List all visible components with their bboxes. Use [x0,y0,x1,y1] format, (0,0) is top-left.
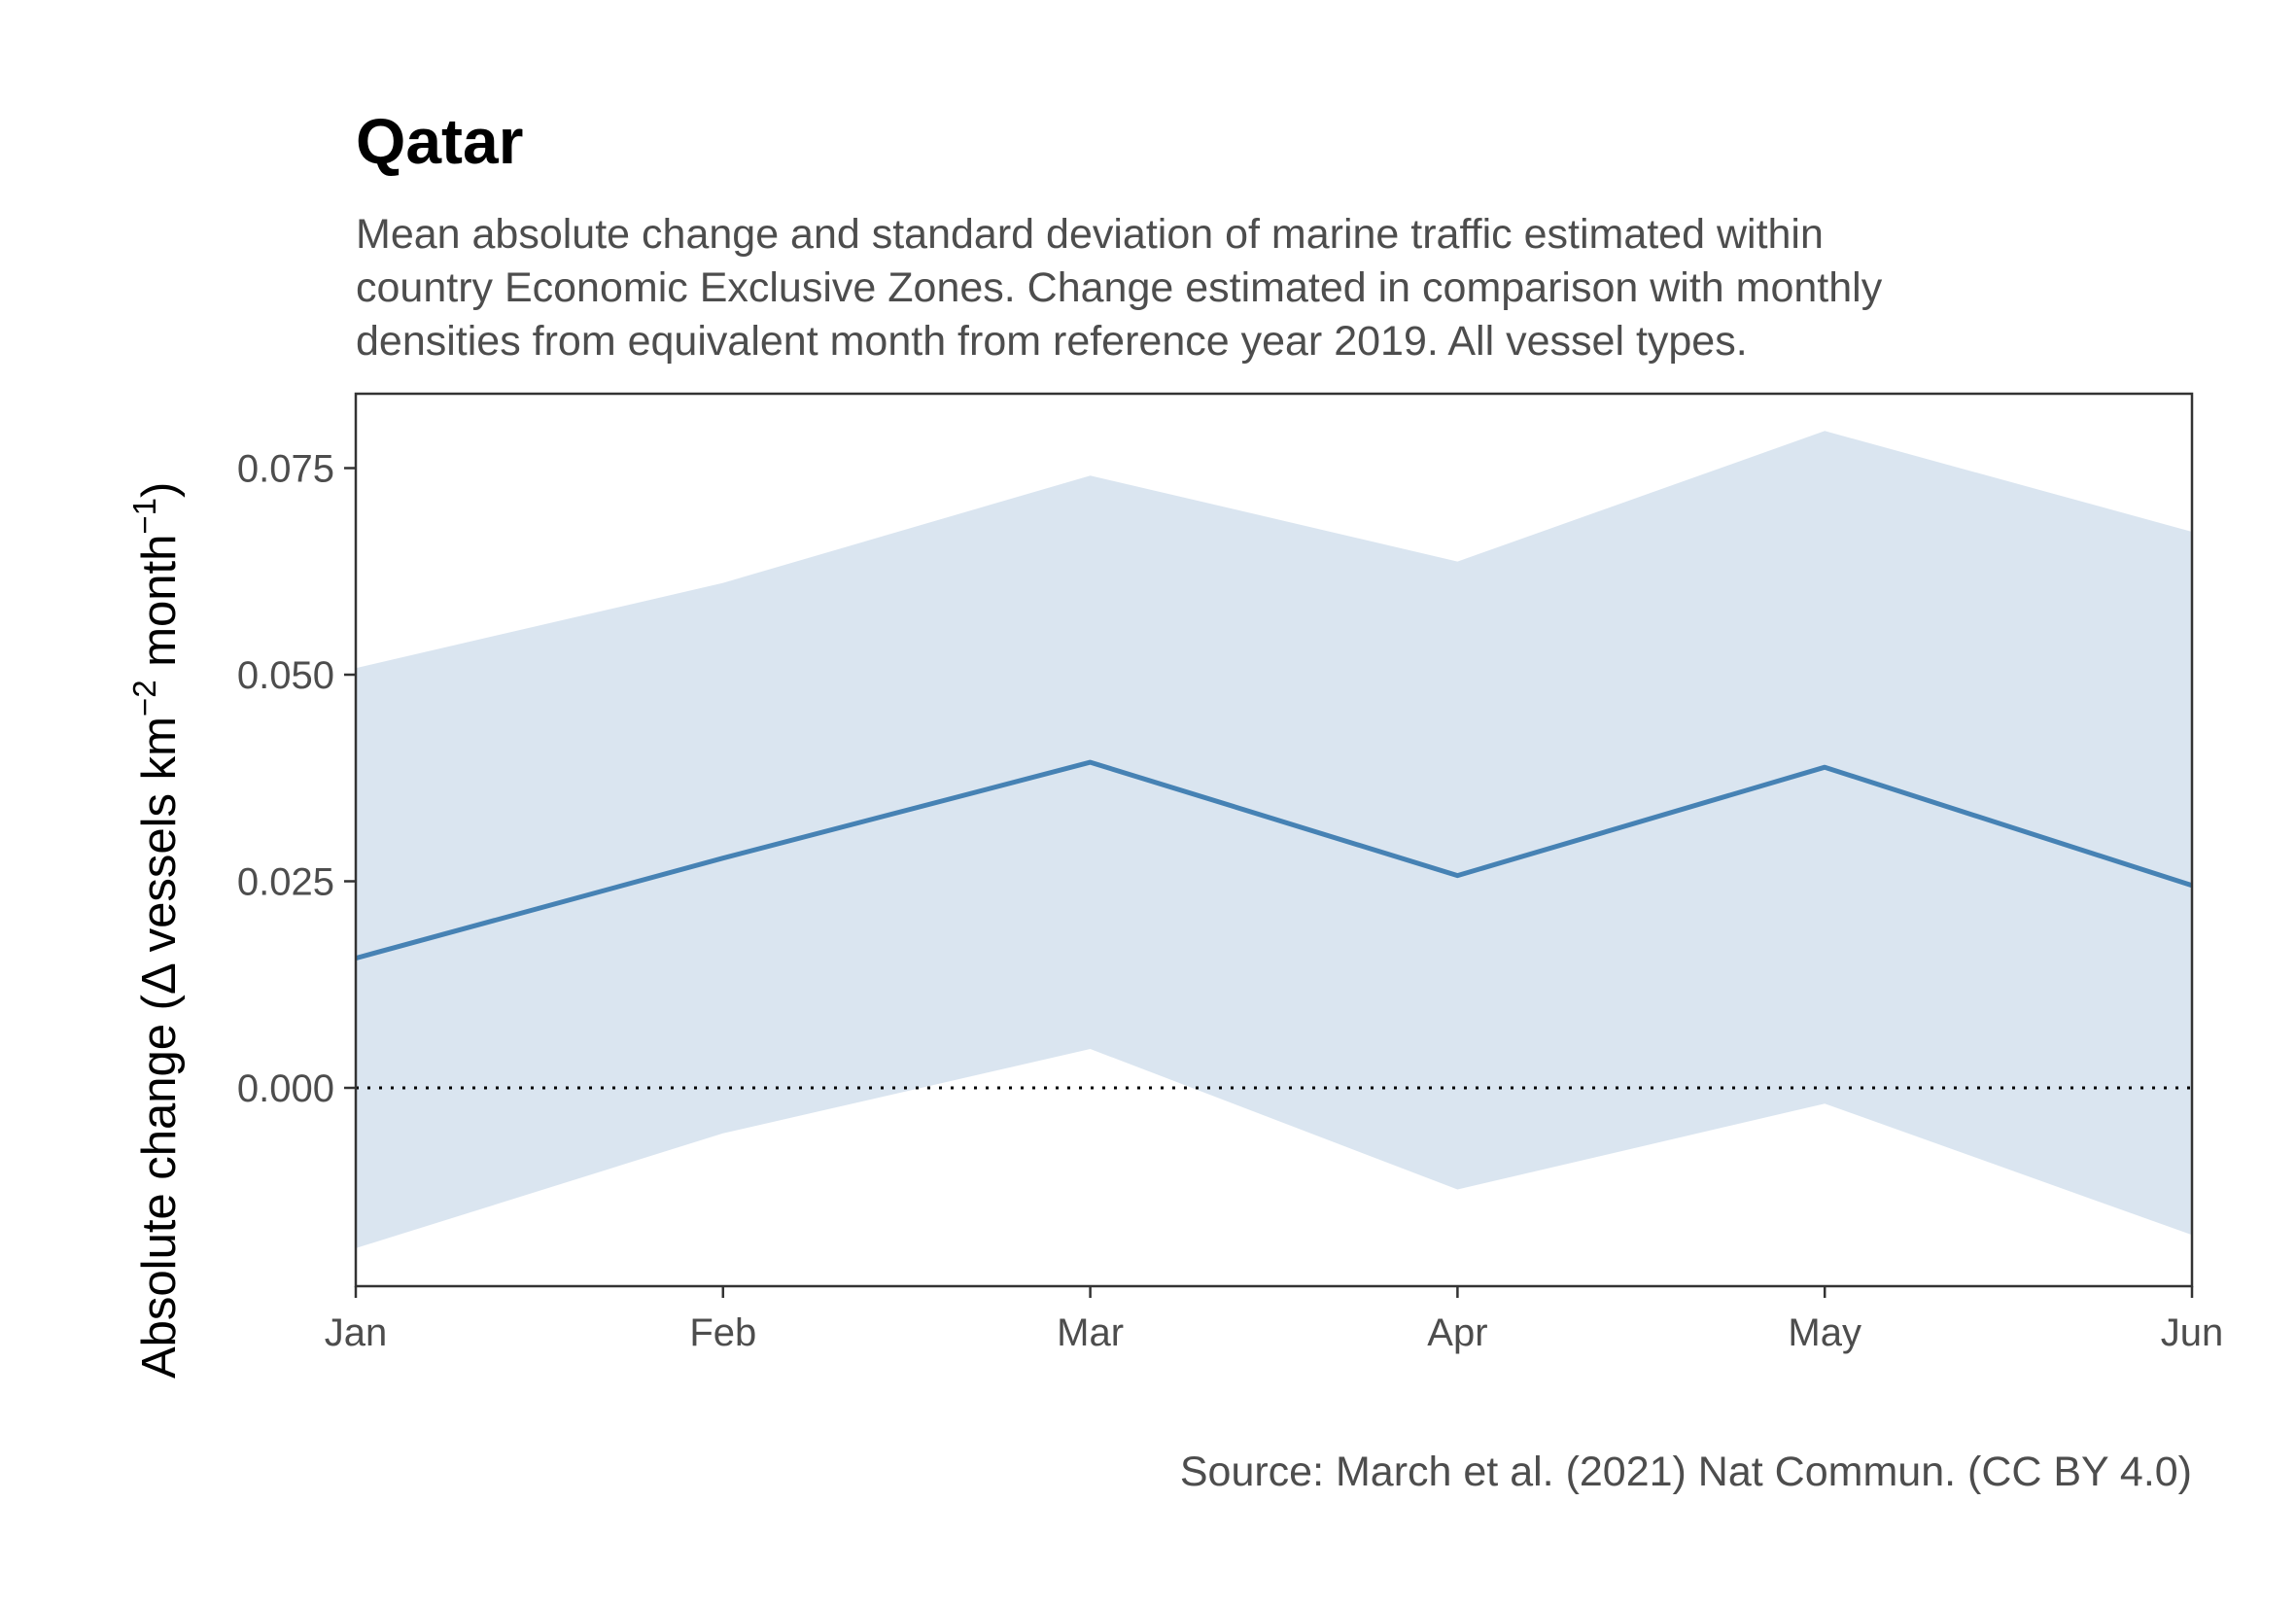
x-tick-label: Mar [1057,1311,1124,1354]
x-tick-label: Apr [1427,1311,1487,1354]
chart-subtitle-line-3: densities from equivalent month from ref… [356,318,1748,365]
mean-change-line [355,759,2193,961]
plot-border [354,392,2194,1288]
y-tick-label: 0.075 [237,448,334,491]
y-tick-label: 0.000 [237,1067,334,1110]
x-tick-label: Jun [2161,1311,2224,1354]
x-tick-label: Feb [689,1311,756,1354]
plot-area: 0.000 0.025 0.050 0.075 Jan Feb Mar Apr May Jun [237,392,2224,1354]
y-axis-label: Absolute change (Δ vessels km−2 month−1) [126,482,186,1379]
chart-subtitle-line-2: country Economic Exclusive Zones. Change… [356,264,1883,311]
chart-caption: Source: March et al. (2021) Nat Commun. … [1180,1449,2192,1495]
chart-title: Qatar [356,105,523,177]
x-tick-label: May [1788,1311,1861,1354]
x-tick-label: Jan [325,1311,388,1354]
y-tick-label: 0.025 [237,861,334,904]
y-tick-label: 0.050 [237,654,334,697]
sd-ribbon [356,431,2192,1248]
chart-subtitle-line-1: Mean absolute change and standard deviat… [356,211,1824,258]
